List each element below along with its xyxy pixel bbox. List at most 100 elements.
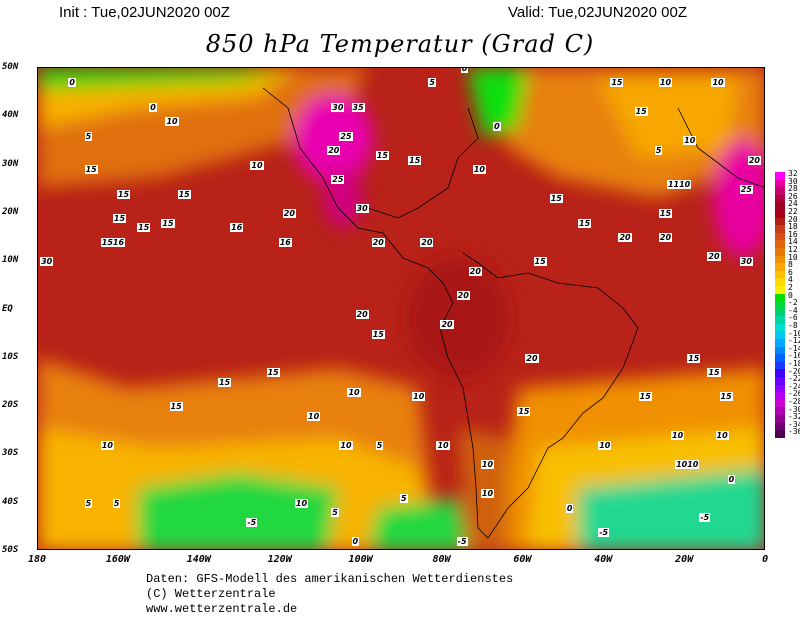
colorbar-label: -18 (788, 359, 800, 368)
contour-label: 10 (436, 440, 450, 450)
colorbar-swatch (775, 301, 785, 309)
contour-label: 15 (687, 353, 701, 363)
contour-label: 10 (658, 78, 673, 88)
contour-label: 25 (339, 131, 353, 141)
colorbar-swatch (775, 331, 785, 340)
contour-label: 20 (468, 266, 482, 276)
colorbar-swatch (775, 415, 785, 423)
colorbar-swatch (775, 263, 785, 271)
contour-label: 30 (40, 257, 54, 267)
colorbar-swatch (775, 225, 785, 233)
contour-label: 10 (250, 160, 264, 170)
contour-label: 5 (84, 131, 93, 141)
contour-label: 15 (266, 368, 280, 378)
colorbar-label: 16 (788, 229, 798, 239)
colorbar-swatch (775, 187, 785, 195)
contour-label: 20 (525, 353, 539, 363)
contour-label: 0 (351, 537, 360, 547)
longitude-label: 140W (186, 554, 211, 565)
contour-label: 5 (112, 498, 121, 508)
contour-label: 20 (420, 237, 434, 247)
colorbar-swatch (775, 285, 785, 294)
contour-label: 0 (727, 474, 736, 484)
colorbar-swatch (775, 194, 785, 203)
colorbar-label: 22 (788, 207, 798, 216)
contour-label: 1516 (100, 237, 126, 247)
colorbar-label: 20 (788, 214, 798, 224)
colorbar-label: -6 (788, 313, 798, 323)
contour-label: 15 (533, 257, 547, 267)
contour-label: -5 (598, 527, 610, 537)
contour-label: 5 (375, 440, 384, 450)
contour-label: 15 (112, 213, 127, 223)
contour-label: 15 (634, 107, 648, 117)
colorbar-label: 10 (788, 252, 798, 262)
contour-label: -5 (456, 537, 468, 547)
contour-label: 15 (84, 165, 98, 175)
contour-label: 0 (68, 78, 76, 88)
colorbar-swatch (775, 202, 785, 210)
colorbar-swatch (775, 346, 785, 355)
colorbar-label: -4 (788, 305, 798, 315)
longitude-label: 180 (27, 554, 47, 565)
contour-label: 25 (331, 175, 345, 185)
colorbar-label: -20 (788, 366, 800, 376)
contour-label: 20 (747, 155, 761, 165)
latitude-label: 10S (2, 351, 19, 362)
longitude-label: 40W (594, 554, 613, 565)
contour-label: 15 (218, 377, 232, 387)
colorbar-swatch (775, 240, 785, 248)
colorbar-label: 0 (788, 290, 793, 300)
contour-label: 1010 (675, 460, 700, 470)
temperature-map: 0 0 5 10 15 15 15 10 15 15 16 15 1516 16 20 30 30 35 25 20 2… (37, 67, 765, 550)
colorbar-swatch (775, 247, 785, 256)
contour-label: 20 (371, 237, 385, 247)
colorbar-swatch (775, 392, 785, 400)
colorbar-label: -14 (788, 343, 800, 353)
colorbar-swatch (775, 172, 785, 180)
colorbar-swatch (775, 232, 785, 241)
contour-label: 10 (100, 440, 114, 450)
contour-label: 15 (169, 402, 183, 412)
colorbar-label: -28 (788, 397, 800, 406)
colorbar-label: -34 (788, 419, 800, 429)
contour-label: 5 (84, 498, 93, 508)
contour-label: 15 (137, 223, 151, 233)
contour-label: 25 (739, 184, 753, 194)
contour-label: 15 (658, 208, 673, 218)
contour-label: 5 (400, 493, 408, 503)
contour-label: 16 (278, 237, 292, 247)
contour-label: 15 (116, 189, 131, 199)
contour-label: 10 (294, 498, 309, 508)
contour-label: 20 (658, 233, 673, 243)
longitude-label: 120W (267, 554, 292, 565)
contour-label: 16 (230, 223, 244, 233)
colorbar-swatch (775, 422, 785, 431)
contour-label: 20 (327, 146, 341, 156)
longitude-label: 0 (762, 554, 769, 565)
contour-label: 5 (654, 146, 663, 156)
colorbar-swatch (775, 323, 785, 332)
longitude-label: 60W (513, 554, 532, 565)
contour-label: 10 (711, 78, 725, 88)
contour-label: 15 (707, 368, 721, 378)
colorbar-label: -8 (788, 321, 798, 330)
colorbar-swatch (775, 316, 785, 324)
colorbar-label: -16 (788, 351, 800, 361)
contour-label: 20 (618, 233, 632, 243)
colorbar-swatch (775, 209, 785, 218)
contour-label: 15 (177, 189, 191, 199)
footer-data-source: Daten: GFS-Modell des amerikanischen Wet… (146, 572, 514, 586)
colorbar-swatch (775, 384, 785, 393)
colorbar-swatch (775, 255, 785, 264)
colorbar-label: -22 (788, 374, 800, 384)
contour-label: 15 (578, 218, 592, 228)
colorbar-swatch (775, 369, 785, 378)
chart-title: 850 hPa Temperatur (Grad C) (205, 30, 595, 58)
contour-label: 20 (355, 310, 369, 320)
footer-website[interactable]: www.wetterzentrale.de (146, 602, 298, 616)
contour-label: 15 (375, 150, 389, 160)
contour-label: 5 (331, 508, 339, 518)
latitude-label: 40N (2, 110, 19, 121)
contour-label: 10 (715, 431, 729, 441)
